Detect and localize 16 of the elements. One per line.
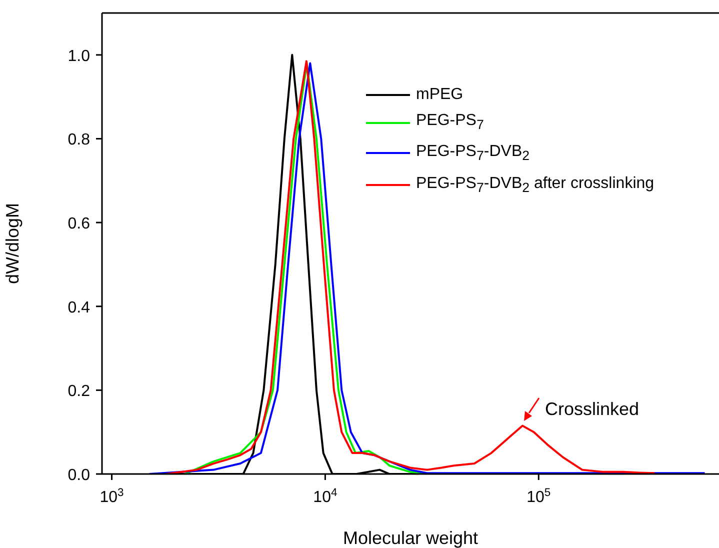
y-tick-label: 0.0 — [68, 467, 90, 484]
y-tick-label: 0.2 — [68, 383, 90, 400]
legend-label: mPEG — [416, 86, 464, 104]
x-tick-label: 10$^{5}$ — [526, 487, 551, 506]
legend-label: PEG-PS$_{7}$-DVB$_{2}$ after crosslinking — [416, 174, 654, 196]
x-tick-label: 10$^{3}$ — [100, 487, 124, 506]
legend-label: PEG-PS$_{7}$-DVB$_{2}$ — [416, 142, 530, 164]
annotation: Crosslinked — [545, 399, 640, 419]
y-tick-label: 0.8 — [68, 132, 90, 149]
y-tick-label: 0.6 — [68, 216, 90, 233]
x-axis-title: Molecular weight — [342, 528, 478, 548]
legend-label: PEG-PS$_{7}$ — [416, 112, 484, 133]
y-tick-label: 0.4 — [68, 299, 90, 316]
x-tick-label: 10$^{4}$ — [313, 487, 338, 506]
y-axis-title: dW/dlogM — [2, 202, 22, 284]
y-tick-label: 1.0 — [68, 48, 90, 65]
